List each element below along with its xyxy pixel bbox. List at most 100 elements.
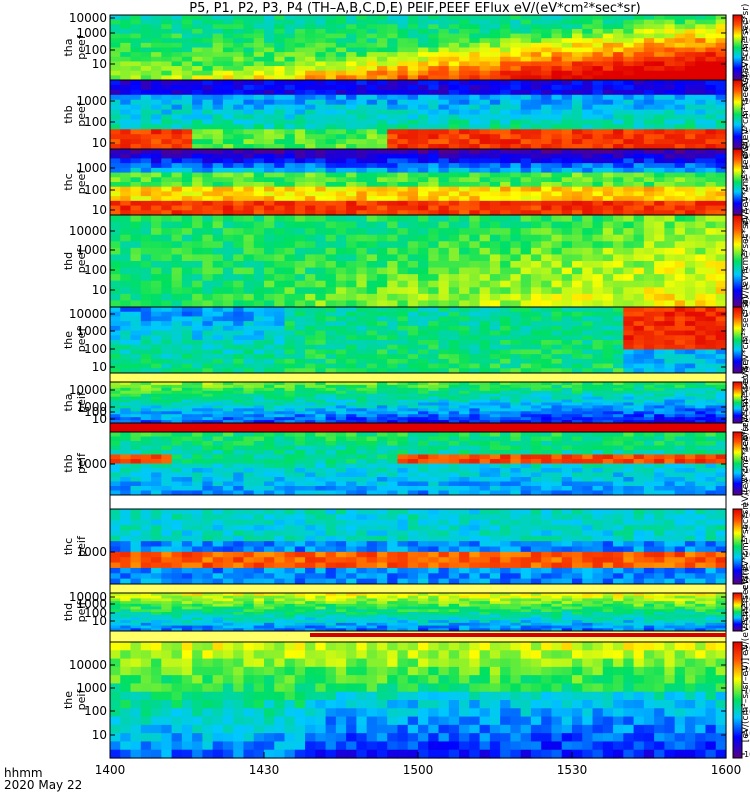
spectrogram-cell	[705, 280, 717, 288]
spectrogram-cell	[202, 405, 214, 409]
spectrogram-cell	[397, 330, 409, 336]
spectrogram-cell	[489, 340, 501, 346]
spectrogram-cell	[161, 200, 173, 207]
spectrogram-cell	[530, 293, 542, 302]
spectrogram-cell	[110, 42, 121, 49]
spectrogram-cell	[489, 196, 501, 202]
spectrogram-cell	[530, 75, 542, 81]
spectrogram-cell	[674, 149, 686, 155]
spectrogram-cell	[572, 119, 583, 125]
spectrogram-cell	[376, 344, 388, 351]
spectrogram-cell	[356, 205, 368, 211]
spectrogram-cell	[623, 61, 635, 67]
spectrogram-cell	[500, 316, 511, 322]
spectrogram-cell	[233, 215, 245, 223]
spectrogram-cell	[264, 66, 275, 72]
spectrogram-cell	[346, 47, 357, 53]
spectrogram-cell	[151, 84, 162, 91]
spectrogram-cell	[181, 28, 193, 35]
spectrogram-cell	[212, 47, 224, 53]
spectrogram-cell	[613, 129, 624, 135]
spectrogram-cell	[181, 109, 193, 116]
spectrogram-cell	[284, 70, 296, 76]
spectrogram-cell	[479, 221, 491, 229]
spectrogram-cell	[418, 325, 429, 332]
spectrogram-cell	[428, 384, 440, 389]
spectrogram-cell	[315, 61, 327, 67]
spectrogram-cell	[151, 167, 162, 174]
spectrogram-cell	[346, 196, 357, 202]
spectrogram-cell	[315, 321, 327, 327]
spectrogram-cell	[315, 344, 327, 351]
spectrogram-cell	[418, 274, 429, 282]
spectrogram-cell	[151, 335, 162, 341]
spectrogram-cell	[171, 228, 183, 236]
spectrogram-cell	[572, 321, 583, 327]
spectrogram-cell	[161, 311, 173, 318]
spectrogram-cell	[264, 267, 275, 275]
spectrogram-cell	[130, 344, 142, 351]
spectrogram-cell	[264, 24, 275, 30]
spectrogram-cell	[530, 129, 542, 135]
spectrogram-cell	[695, 307, 707, 313]
spectrogram-cell	[561, 349, 573, 355]
spectrogram-cell	[418, 186, 429, 193]
spectrogram-cell	[510, 42, 522, 49]
spectrogram-cell	[315, 196, 327, 202]
spectrogram-cell	[151, 129, 162, 135]
spectrogram-cell	[489, 75, 501, 81]
spectrogram-cell	[243, 420, 255, 424]
spectrogram-cell	[243, 38, 255, 44]
spectrogram-cell	[407, 215, 419, 223]
spectrogram-cell	[346, 234, 357, 242]
spectrogram-cell	[335, 52, 347, 58]
spectrogram-cell	[551, 363, 563, 369]
spectrogram-cell	[294, 354, 306, 360]
spectrogram-cell	[541, 396, 553, 401]
spectrogram-cell	[418, 99, 429, 106]
spectrogram-cell	[192, 368, 203, 374]
spectrogram-cell	[582, 363, 594, 369]
spectrogram-cell	[120, 321, 132, 327]
spectrogram-cell	[684, 354, 696, 360]
spectrogram-cell	[397, 254, 409, 262]
spectrogram-cell	[582, 196, 594, 202]
spectrogram-cell	[120, 84, 132, 91]
colorbar-tick-label: 10⁶	[744, 35, 750, 44]
spectrogram-cell	[315, 158, 327, 164]
spectrogram-cell	[438, 325, 450, 332]
spectrogram-cell	[551, 408, 563, 412]
spectrogram-cell	[243, 340, 255, 346]
colorbar-tick-label: 10⁵	[744, 126, 750, 135]
spectrogram-cell	[664, 210, 676, 216]
spectrogram-cell	[664, 42, 676, 49]
spectrogram-cell	[520, 399, 532, 404]
spectrogram-cell	[643, 261, 655, 269]
spectrogram-cell	[294, 358, 306, 365]
spectrogram-cell	[110, 363, 121, 369]
spectrogram-cell	[592, 80, 604, 86]
spectrogram-cell	[222, 274, 234, 282]
spectrogram-cell	[407, 200, 419, 207]
spectrogram-cell	[510, 363, 522, 369]
spectrogram-cell	[643, 200, 655, 207]
spectrogram-cell	[520, 321, 532, 327]
spectrogram-cell	[192, 139, 203, 145]
spectrogram-cell	[284, 28, 296, 35]
spectrogram-cell	[438, 382, 450, 386]
spectrogram-cell	[643, 228, 655, 236]
spectrogram-cell	[623, 241, 635, 249]
spectrogram-cell	[346, 399, 357, 404]
spectrogram-cell	[335, 56, 347, 63]
spectrogram-cell	[376, 38, 388, 44]
spectrogram-cell	[222, 153, 234, 160]
spectrogram-cell	[407, 325, 419, 332]
spectrogram-cell	[582, 99, 594, 106]
spectrogram-cell	[633, 274, 645, 282]
spectrogram-cell	[438, 182, 450, 188]
spectrogram-cell	[448, 234, 460, 242]
spectrogram-cell	[120, 349, 132, 355]
spectrogram-cell	[120, 182, 132, 188]
spectrogram-cell	[335, 280, 347, 288]
spectrogram-cell	[664, 349, 676, 355]
